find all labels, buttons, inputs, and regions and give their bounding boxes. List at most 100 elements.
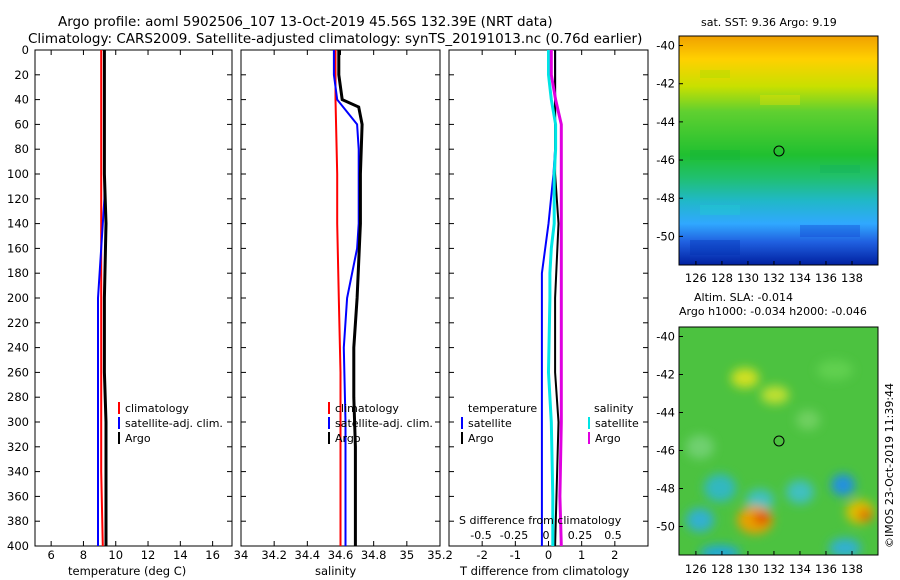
map-y-tick-label: -40: [656, 330, 675, 344]
difference-series: [540, 50, 563, 547]
map-y-tick-label: -42: [656, 77, 675, 91]
x-tick-label: 8: [80, 548, 87, 562]
map-x-tick-label: 126: [685, 271, 707, 285]
depth-axis: 0 20 40 60 80 100 120 140 160 180 200 220 240 260 280 3…: [7, 43, 648, 553]
temperature-series: [97, 50, 108, 547]
x-tick-label: 10: [108, 548, 123, 562]
depth-tick-label: 80: [14, 142, 29, 156]
sla-map-title: Altim. SLA: -0.014: [694, 291, 793, 304]
map-y-tick-label: -44: [656, 406, 675, 420]
difference-legend: temperature satellite Argo salinity sate…: [461, 402, 639, 445]
salinity-xlabel: salinity: [315, 564, 356, 578]
x-tick-label: -2: [476, 548, 487, 562]
depth-tick-label: 0: [22, 43, 29, 57]
map-x-tick-label: 134: [789, 271, 811, 285]
map-y-tick-label: -44: [656, 115, 675, 129]
series-climatology: [334, 50, 342, 546]
temperature-plot-frame: [34, 49, 233, 547]
salinity-legend: climatology satellite-adj. clim. Argo: [328, 402, 433, 445]
x-tick-label: 14: [173, 548, 188, 562]
map-y-tick-label: -48: [656, 191, 675, 205]
sst-texture: [690, 70, 860, 255]
legend-temperature-header: temperature: [468, 402, 537, 415]
map-x-tick-label: 128: [711, 562, 733, 576]
depth-tick-label: 100: [7, 167, 29, 181]
legend-argo: Argo: [335, 432, 361, 445]
temperature-xlabel: temperature (deg C): [68, 564, 186, 578]
x-tick-label: 34.2: [261, 548, 287, 562]
depth-tick-label: 320: [7, 440, 29, 454]
x-tick-label: 2: [611, 548, 618, 562]
map-y-tick-label: -46: [656, 444, 675, 458]
title-line-1: Argo profile: aoml 5902506_107 13-Oct-20…: [58, 14, 553, 30]
series-s-argo: [549, 50, 563, 547]
legend-t-argo: Argo: [468, 432, 494, 445]
depth-tick-label: 200: [7, 291, 29, 305]
sla-map-axes: 126 128 130 132 134 136 138 -40 -42 -44 -46 -48 -50: [656, 330, 863, 577]
map-x-tick-label: 134: [789, 562, 811, 576]
depth-tick-label: 140: [7, 217, 29, 231]
x-tick-label: 34.4: [295, 548, 321, 562]
legend-satellite: satellite-adj. clim.: [125, 417, 223, 430]
x-tick-label: 0: [545, 548, 552, 562]
depth-tick-label: 180: [7, 266, 29, 280]
salinity-x-axis: 34 34.2 34.4 34.6 34.8 35 35.2: [234, 50, 453, 562]
x-tick-label: 12: [141, 548, 156, 562]
s-difference-title: S difference from climatology: [459, 514, 622, 527]
s-tick-label: -0.25: [500, 529, 528, 542]
map-y-tick-label: -42: [656, 368, 675, 382]
x-tick-label: 35: [400, 548, 415, 562]
legend-climatology: climatology: [125, 402, 189, 415]
legend-argo: Argo: [125, 432, 151, 445]
depth-tick-label: 280: [7, 390, 29, 404]
s-difference-axis: -0.5 -0.25 0 0.25 0.5: [470, 529, 621, 542]
legend-satellite: satellite-adj. clim.: [335, 417, 433, 430]
x-tick-label: 16: [205, 548, 220, 562]
legend-climatology: climatology: [335, 402, 399, 415]
legend-salinity-header: salinity: [594, 402, 634, 415]
sst-map-axes: 126 128 130 132 134 136 138 -40 -42 -44 -46 -48 -50: [656, 39, 863, 285]
x-tick-label: 6: [47, 548, 54, 562]
map-x-tick-label: 138: [841, 271, 863, 285]
depth-tick-label: 340: [7, 465, 29, 479]
difference-x-axis: -2 -1 0 1 2: [476, 50, 618, 562]
s-tick-label: -0.5: [470, 529, 491, 542]
x-tick-label: 35.2: [427, 548, 453, 562]
map-x-tick-label: 138: [841, 562, 863, 576]
sla-profile-marker: [773, 435, 785, 447]
depth-tick-label: 400: [7, 539, 29, 553]
depth-tick-label: 300: [7, 415, 29, 429]
s-tick-label: 0.5: [604, 529, 622, 542]
temperature-legend: climatology satellite-adj. clim. Argo: [118, 402, 223, 445]
x-tick-label: 34.6: [328, 548, 354, 562]
map-x-tick-label: 130: [737, 271, 759, 285]
map-y-tick-label: -50: [656, 229, 675, 243]
map-y-tick-label: -50: [656, 520, 675, 534]
depth-tick-label: 40: [14, 93, 29, 107]
depth-tick-label: 60: [14, 117, 29, 131]
depth-tick-label: 260: [7, 365, 29, 379]
s-tick-label: 0.25: [568, 529, 593, 542]
map-x-tick-label: 130: [737, 562, 759, 576]
depth-tick-label: 120: [7, 192, 29, 206]
depth-tick-label: 220: [7, 316, 29, 330]
map-y-tick-label: -48: [656, 482, 675, 496]
map-x-tick-label: 136: [815, 562, 837, 576]
footer-copyright: ©IMOS 23-Oct-2019 11:39:44: [883, 383, 896, 548]
depth-tick-label: 20: [14, 68, 29, 82]
sst-map-title: sat. SST: 9.36 Argo: 9.19: [701, 16, 837, 29]
depth-tick-label: 240: [7, 341, 29, 355]
legend-t-satellite: satellite: [468, 417, 512, 430]
map-x-tick-label: 132: [763, 562, 785, 576]
depth-tick-label: 380: [7, 514, 29, 528]
x-tick-label: 1: [578, 548, 585, 562]
map-x-tick-label: 126: [685, 562, 707, 576]
series-climatology: [100, 50, 104, 547]
sst-heatmap: [679, 36, 878, 265]
map-x-tick-label: 136: [815, 271, 837, 285]
x-tick-label: 34.8: [361, 548, 387, 562]
x-tick-label: -1: [510, 548, 521, 562]
series-argo: [102, 50, 108, 546]
temperature-x-axis: 6 8 10 12 14 16: [47, 50, 220, 562]
